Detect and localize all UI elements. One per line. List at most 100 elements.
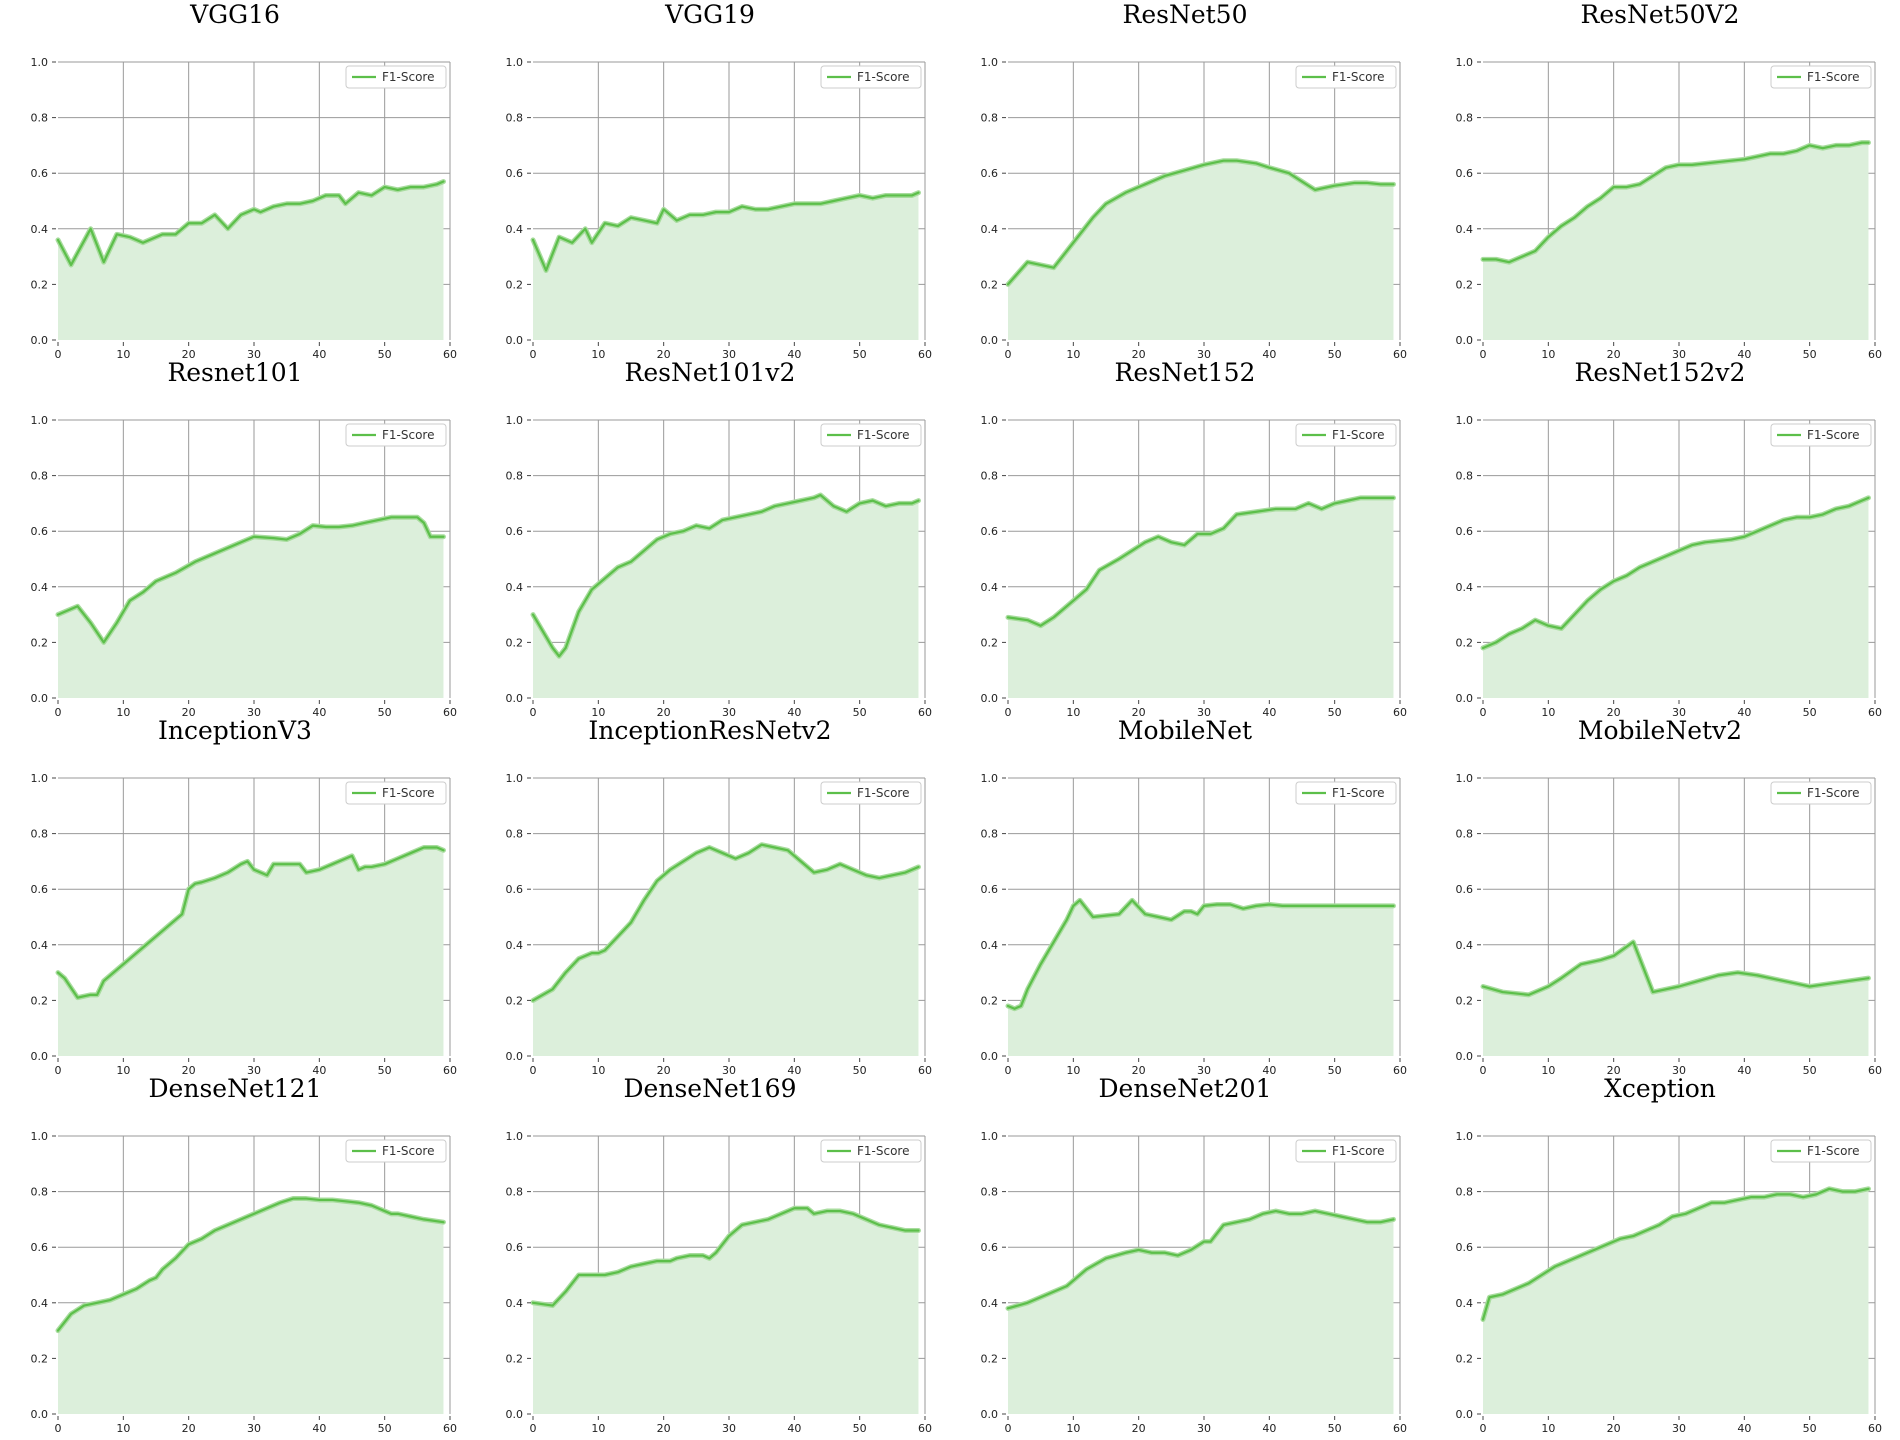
y-tick-label: 0.4: [31, 581, 49, 594]
chart-title: MobileNetv2: [1577, 716, 1743, 745]
y-tick-label: 1.0: [506, 56, 524, 69]
legend-label: F1-Score: [1807, 70, 1859, 84]
legend: F1-Score: [345, 65, 447, 89]
chart-panel: 0.0 0.2 0.4 0.6 0.8 1.0 0 10 20 30 40 50 60 F1-Score R…: [475, 358, 945, 718]
x-tick-label: 0: [1480, 1422, 1487, 1434]
legend-label: F1-Score: [382, 428, 434, 442]
x-tick-label: 0: [55, 1064, 62, 1076]
x-tick-label: 0: [1005, 1064, 1012, 1076]
chart-title: DenseNet169: [623, 1074, 797, 1103]
y-tick-label: 0.2: [31, 278, 49, 291]
y-tick-label: 1.0: [981, 772, 999, 785]
y-tick-label: 0.8: [981, 470, 999, 483]
y-tick-label: 0.0: [1456, 1408, 1474, 1421]
y-tick-label: 0.6: [981, 1241, 999, 1254]
series-line: [531, 493, 920, 658]
chart-title: InceptionV3: [158, 716, 312, 745]
x-tick-label: 20: [657, 706, 671, 718]
x-tick-label: 40: [787, 1064, 801, 1076]
series-line: [1481, 141, 1870, 264]
x-tick-label: 50: [1803, 1064, 1817, 1076]
legend: F1-Score: [1770, 1139, 1872, 1163]
x-tick-label: 10: [116, 1422, 130, 1434]
series-area: [533, 1208, 919, 1414]
series-line: [1006, 496, 1395, 627]
x-tick-label: 30: [722, 1064, 736, 1076]
x-tick-label: 20: [1607, 1064, 1621, 1076]
y-tick-label: 0.0: [31, 692, 49, 705]
x-tick-label: 40: [1737, 348, 1751, 360]
y-tick-label: 0.8: [31, 1186, 49, 1199]
x-tick-label: 30: [247, 1064, 261, 1076]
series-area: [1483, 497, 1869, 698]
x-tick-label: 60: [918, 1064, 932, 1076]
x-tick-label: 0: [55, 348, 62, 360]
x-tick-label: 60: [443, 348, 457, 360]
y-tick-label: 0.2: [981, 994, 999, 1007]
x-tick-label: 60: [1868, 348, 1882, 360]
chart-plot: 0.0 0.2 0.4 0.6 0.8 1.0 0 10 20 30 40 50 60 F1-Score: [981, 1130, 1408, 1434]
x-tick-label: 40: [1737, 1422, 1751, 1434]
series-area: [1483, 942, 1869, 1056]
legend: F1-Score: [1770, 781, 1872, 805]
x-tick-label: 30: [1197, 1422, 1211, 1434]
series-area: [58, 517, 444, 698]
chart-title: ResNet50: [1122, 0, 1248, 29]
x-tick-label: 10: [1066, 706, 1080, 718]
y-tick-label: 0.0: [981, 1050, 999, 1063]
chart-plot: 0.0 0.2 0.4 0.6 0.8 1.0 0 10 20 30 40 50 60 F1-Score: [981, 56, 1408, 360]
legend: F1-Score: [820, 1139, 922, 1163]
y-tick-label: 0.6: [506, 1241, 524, 1254]
y-tick-label: 0.2: [506, 636, 524, 649]
x-tick-label: 0: [1480, 1064, 1487, 1076]
y-tick-label: 0.2: [1456, 278, 1474, 291]
y-tick-label: 0.6: [981, 167, 999, 180]
legend-label: F1-Score: [857, 1144, 909, 1158]
x-tick-label: 50: [1328, 706, 1342, 718]
chart-plot: 0.0 0.2 0.4 0.6 0.8 1.0 0 10 20 30 40 50 60 F1-Score: [506, 56, 933, 360]
y-tick-label: 0.6: [506, 167, 524, 180]
x-tick-label: 40: [787, 706, 801, 718]
legend-label: F1-Score: [1807, 1144, 1859, 1158]
y-tick-label: 0.0: [1456, 692, 1474, 705]
x-tick-label: 60: [918, 706, 932, 718]
x-tick-label: 60: [1868, 706, 1882, 718]
x-tick-label: 0: [1005, 706, 1012, 718]
x-tick-label: 20: [1132, 706, 1146, 718]
series-area: [1483, 142, 1869, 340]
y-tick-label: 0.8: [981, 1186, 999, 1199]
chart-plot: 0.0 0.2 0.4 0.6 0.8 1.0 0 10 20 30 40 50 60 F1-Score: [506, 414, 933, 718]
legend: F1-Score: [345, 781, 447, 805]
series-line: [1006, 899, 1395, 1010]
y-tick-label: 0.8: [506, 1186, 524, 1199]
y-tick-label: 0.0: [1456, 334, 1474, 347]
x-tick-label: 30: [247, 1422, 261, 1434]
chart-plot: 0.0 0.2 0.4 0.6 0.8 1.0 0 10 20 30 40 50 60 F1-Score: [31, 56, 458, 360]
chart-title: ResNet50V2: [1580, 0, 1740, 29]
y-tick-label: 0.8: [31, 828, 49, 841]
y-tick-label: 1.0: [1456, 772, 1474, 785]
x-tick-label: 60: [443, 1064, 457, 1076]
y-tick-label: 0.6: [1456, 525, 1474, 538]
chart-plot: 0.0 0.2 0.4 0.6 0.8 1.0 0 10 20 30 40 50 60 F1-Score: [506, 772, 933, 1076]
x-tick-label: 30: [247, 348, 261, 360]
x-tick-label: 20: [1607, 1422, 1621, 1434]
y-tick-label: 1.0: [31, 414, 49, 427]
chart-plot: 0.0 0.2 0.4 0.6 0.8 1.0 0 10 20 30 40 50 60 F1-Score: [981, 772, 1408, 1076]
chart-title: InceptionResNetv2: [588, 716, 832, 745]
legend: F1-Score: [1295, 1139, 1397, 1163]
y-tick-label: 0.0: [31, 334, 49, 347]
x-tick-label: 0: [530, 1064, 537, 1076]
series-line: [531, 843, 920, 1002]
y-tick-label: 0.4: [1456, 223, 1474, 236]
y-tick-label: 0.2: [981, 636, 999, 649]
y-tick-label: 0.4: [1456, 581, 1474, 594]
y-tick-label: 0.2: [31, 994, 49, 1007]
x-tick-label: 20: [657, 1064, 671, 1076]
y-tick-label: 1.0: [506, 1130, 524, 1143]
x-tick-label: 20: [1607, 348, 1621, 360]
y-tick-label: 0.8: [31, 470, 49, 483]
y-tick-label: 1.0: [506, 414, 524, 427]
chart-plot: 0.0 0.2 0.4 0.6 0.8 1.0 0 10 20 30 40 50 60 F1-Score: [31, 1130, 458, 1434]
x-tick-label: 40: [1262, 1422, 1276, 1434]
